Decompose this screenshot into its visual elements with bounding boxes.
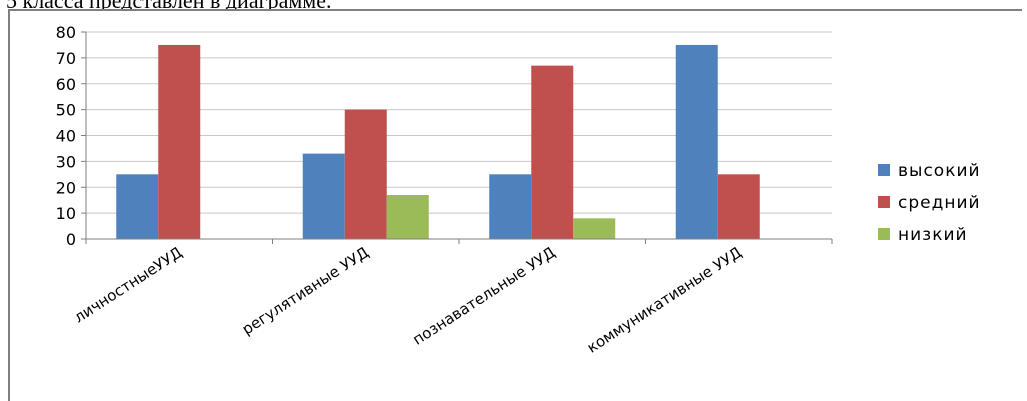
- y-tick-label: 30: [56, 152, 76, 171]
- y-tick-label: 60: [56, 75, 76, 94]
- bar: [675, 44, 718, 239]
- y-tick-label: 10: [56, 204, 76, 223]
- y-tick-label: 20: [56, 178, 76, 197]
- x-tick-label: коммуникативные УУД: [584, 243, 745, 356]
- legend: высокий средний низкий: [878, 161, 981, 245]
- y-tick-label: 70: [56, 49, 76, 68]
- bar: [573, 218, 616, 239]
- legend-label: низкий: [898, 225, 968, 245]
- y-axis-ticks: 0 10 20 30 40 50 60 70 80: [56, 23, 86, 249]
- x-tick-label: личностныеУУД: [71, 243, 186, 326]
- x-tick-label: познавательные УУД: [409, 243, 558, 349]
- bar: [531, 65, 574, 239]
- legend-swatch: [878, 164, 890, 176]
- legend-label: средний: [898, 193, 981, 213]
- bar: [344, 109, 387, 239]
- y-tick-label: 0: [66, 230, 76, 249]
- bar: [489, 174, 532, 239]
- x-axis: [85, 32, 833, 244]
- bars: [116, 44, 760, 239]
- legend-label: высокий: [898, 161, 981, 181]
- legend-swatch: [878, 228, 890, 240]
- bar: [158, 44, 201, 239]
- bar: [717, 174, 760, 239]
- legend-swatch: [878, 196, 890, 208]
- x-axis-labels: личностныеУУД регулятивные УУД познаватель…: [71, 243, 745, 356]
- bar: [386, 195, 429, 239]
- y-tick-label: 50: [56, 101, 76, 120]
- bar: [302, 153, 345, 239]
- y-tick-label: 40: [56, 127, 76, 146]
- x-tick-label: регулятивные УУД: [239, 243, 372, 338]
- bar: [116, 174, 159, 239]
- y-tick-label: 80: [56, 23, 76, 42]
